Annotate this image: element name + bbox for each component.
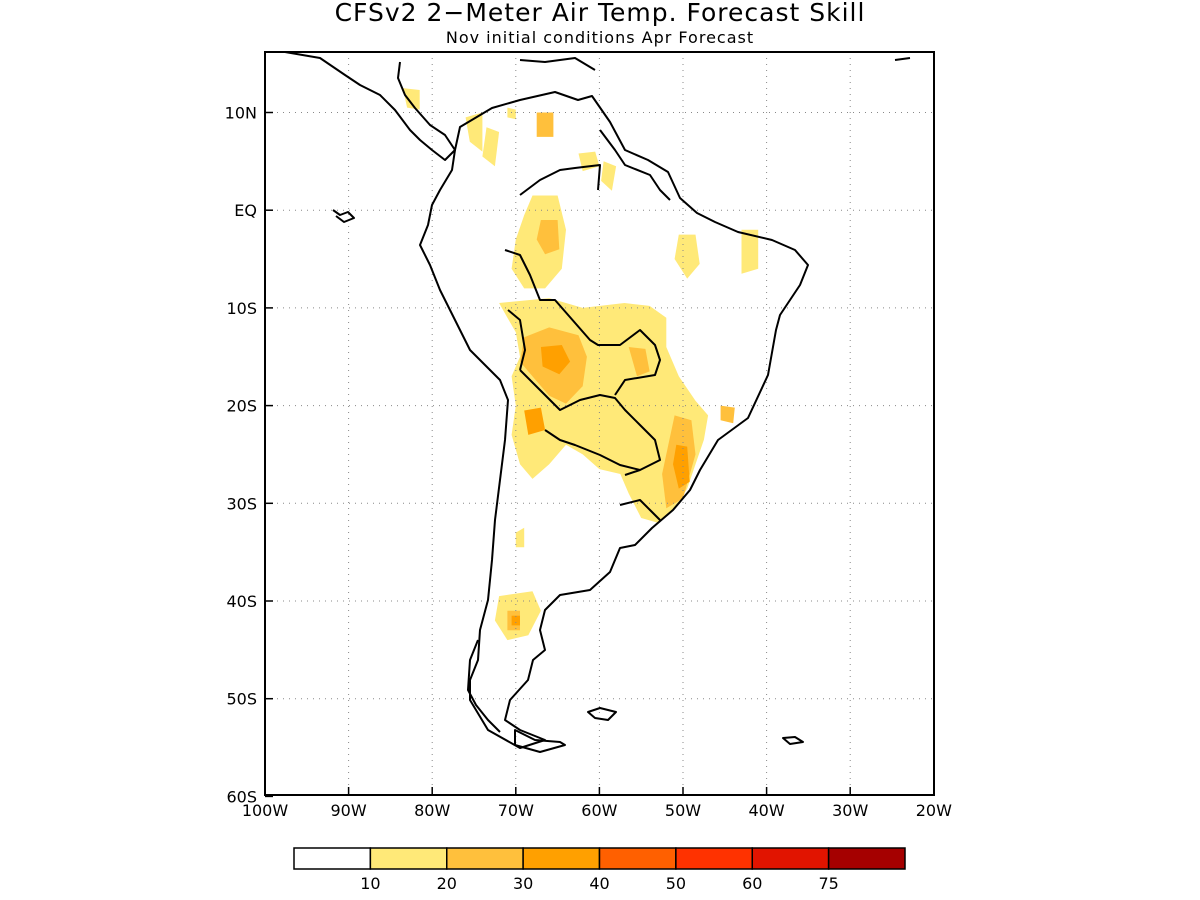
coastline-segment-11 (504, 249, 661, 396)
skill-region-18 (673, 444, 690, 489)
skill-region-7 (601, 161, 617, 191)
colorbar-label: 40 (589, 874, 609, 893)
lon-tick-label: 70W (498, 801, 534, 820)
lon-tick-label: 90W (331, 801, 367, 820)
colorbar: 10 20 30 40 50 60 75 (293, 847, 906, 893)
coastline-segment-13 (519, 369, 661, 476)
colorbar-label: 60 (742, 874, 762, 893)
lat-tick-label: 30S (226, 494, 257, 513)
skill-region-14 (540, 345, 571, 375)
skill-region-1 (402, 88, 420, 110)
coastline-segment-10 (519, 164, 601, 196)
skill-region-5 (536, 112, 554, 137)
latitude-ticks: 10N EQ 10S 20S 30S 40S 50S 60S (225, 104, 273, 806)
lon-tick-label: 20W (916, 801, 952, 820)
skill-shading (402, 88, 759, 641)
coastline-segment-9 (467, 639, 501, 733)
skill-region-11 (741, 229, 759, 274)
longitude-ticks: 100W 90W 80W 70W 60W 50W 40W 30W 20W (242, 787, 952, 820)
coastline-segment-14 (544, 429, 641, 471)
coastline-segment-12 (507, 309, 526, 371)
lon-tick-label: 60W (581, 801, 617, 820)
skill-region-2 (482, 127, 500, 167)
lat-tick-label: 40S (226, 592, 257, 611)
skill-region-10 (674, 234, 700, 279)
coastlines (284, 52, 911, 753)
colorbar-label: 20 (437, 874, 457, 893)
colorbar-swatch (675, 847, 753, 870)
coastline-segment-8 (782, 736, 804, 745)
lon-tick-label: 30W (832, 801, 868, 820)
colorbar-label: 30 (513, 874, 533, 893)
colorbar-swatch (369, 847, 448, 870)
coastline-segment-15 (619, 499, 661, 521)
skill-region-4 (507, 107, 516, 120)
colorbar-swatch (598, 847, 677, 870)
lon-tick-label: 100W (242, 801, 289, 820)
lon-tick-label: 40W (749, 801, 785, 820)
coastline-segment-6 (587, 707, 617, 721)
lon-tick-label: 80W (414, 801, 450, 820)
lon-tick-label: 50W (665, 801, 701, 820)
colorbar-swatch (293, 847, 372, 870)
skill-region-19 (720, 405, 735, 424)
map-subtitle: Nov initial conditions Apr Forecast (445, 28, 755, 47)
lat-tick-label: 10N (225, 104, 257, 123)
colorbar-label: 50 (666, 874, 686, 893)
coastline-segment-5 (332, 209, 355, 223)
lat-tick-label: 50S (226, 690, 257, 709)
coastline-segment-2 (284, 52, 456, 161)
lat-tick-label: 10S (226, 299, 257, 318)
skill-region-9 (536, 220, 560, 255)
map-title: CFSv2 2−Meter Air Temp. Forecast Skill (334, 0, 866, 27)
skill-region-20 (515, 527, 525, 548)
colorbar-swatch (446, 847, 524, 870)
skill-region-23 (511, 615, 520, 626)
colorbar-swatch (522, 847, 601, 870)
colorbar-swatch (751, 847, 830, 870)
coastline-segment-1 (419, 91, 809, 749)
lat-tick-label: EQ (234, 201, 257, 220)
lat-tick-label: 60S (226, 787, 257, 806)
skill-region-15 (524, 407, 546, 435)
colorbar-label: 10 (360, 874, 380, 893)
skill-region-16 (628, 347, 650, 377)
coastline-segment-4 (894, 57, 911, 61)
coastline-segment-7 (514, 729, 566, 753)
coastline-segment-3 (519, 57, 596, 71)
colorbar-swatch (827, 847, 906, 870)
colorbar-label: 75 (818, 874, 838, 893)
coastline-segment-16 (599, 129, 671, 201)
lat-tick-label: 20S (226, 397, 257, 416)
